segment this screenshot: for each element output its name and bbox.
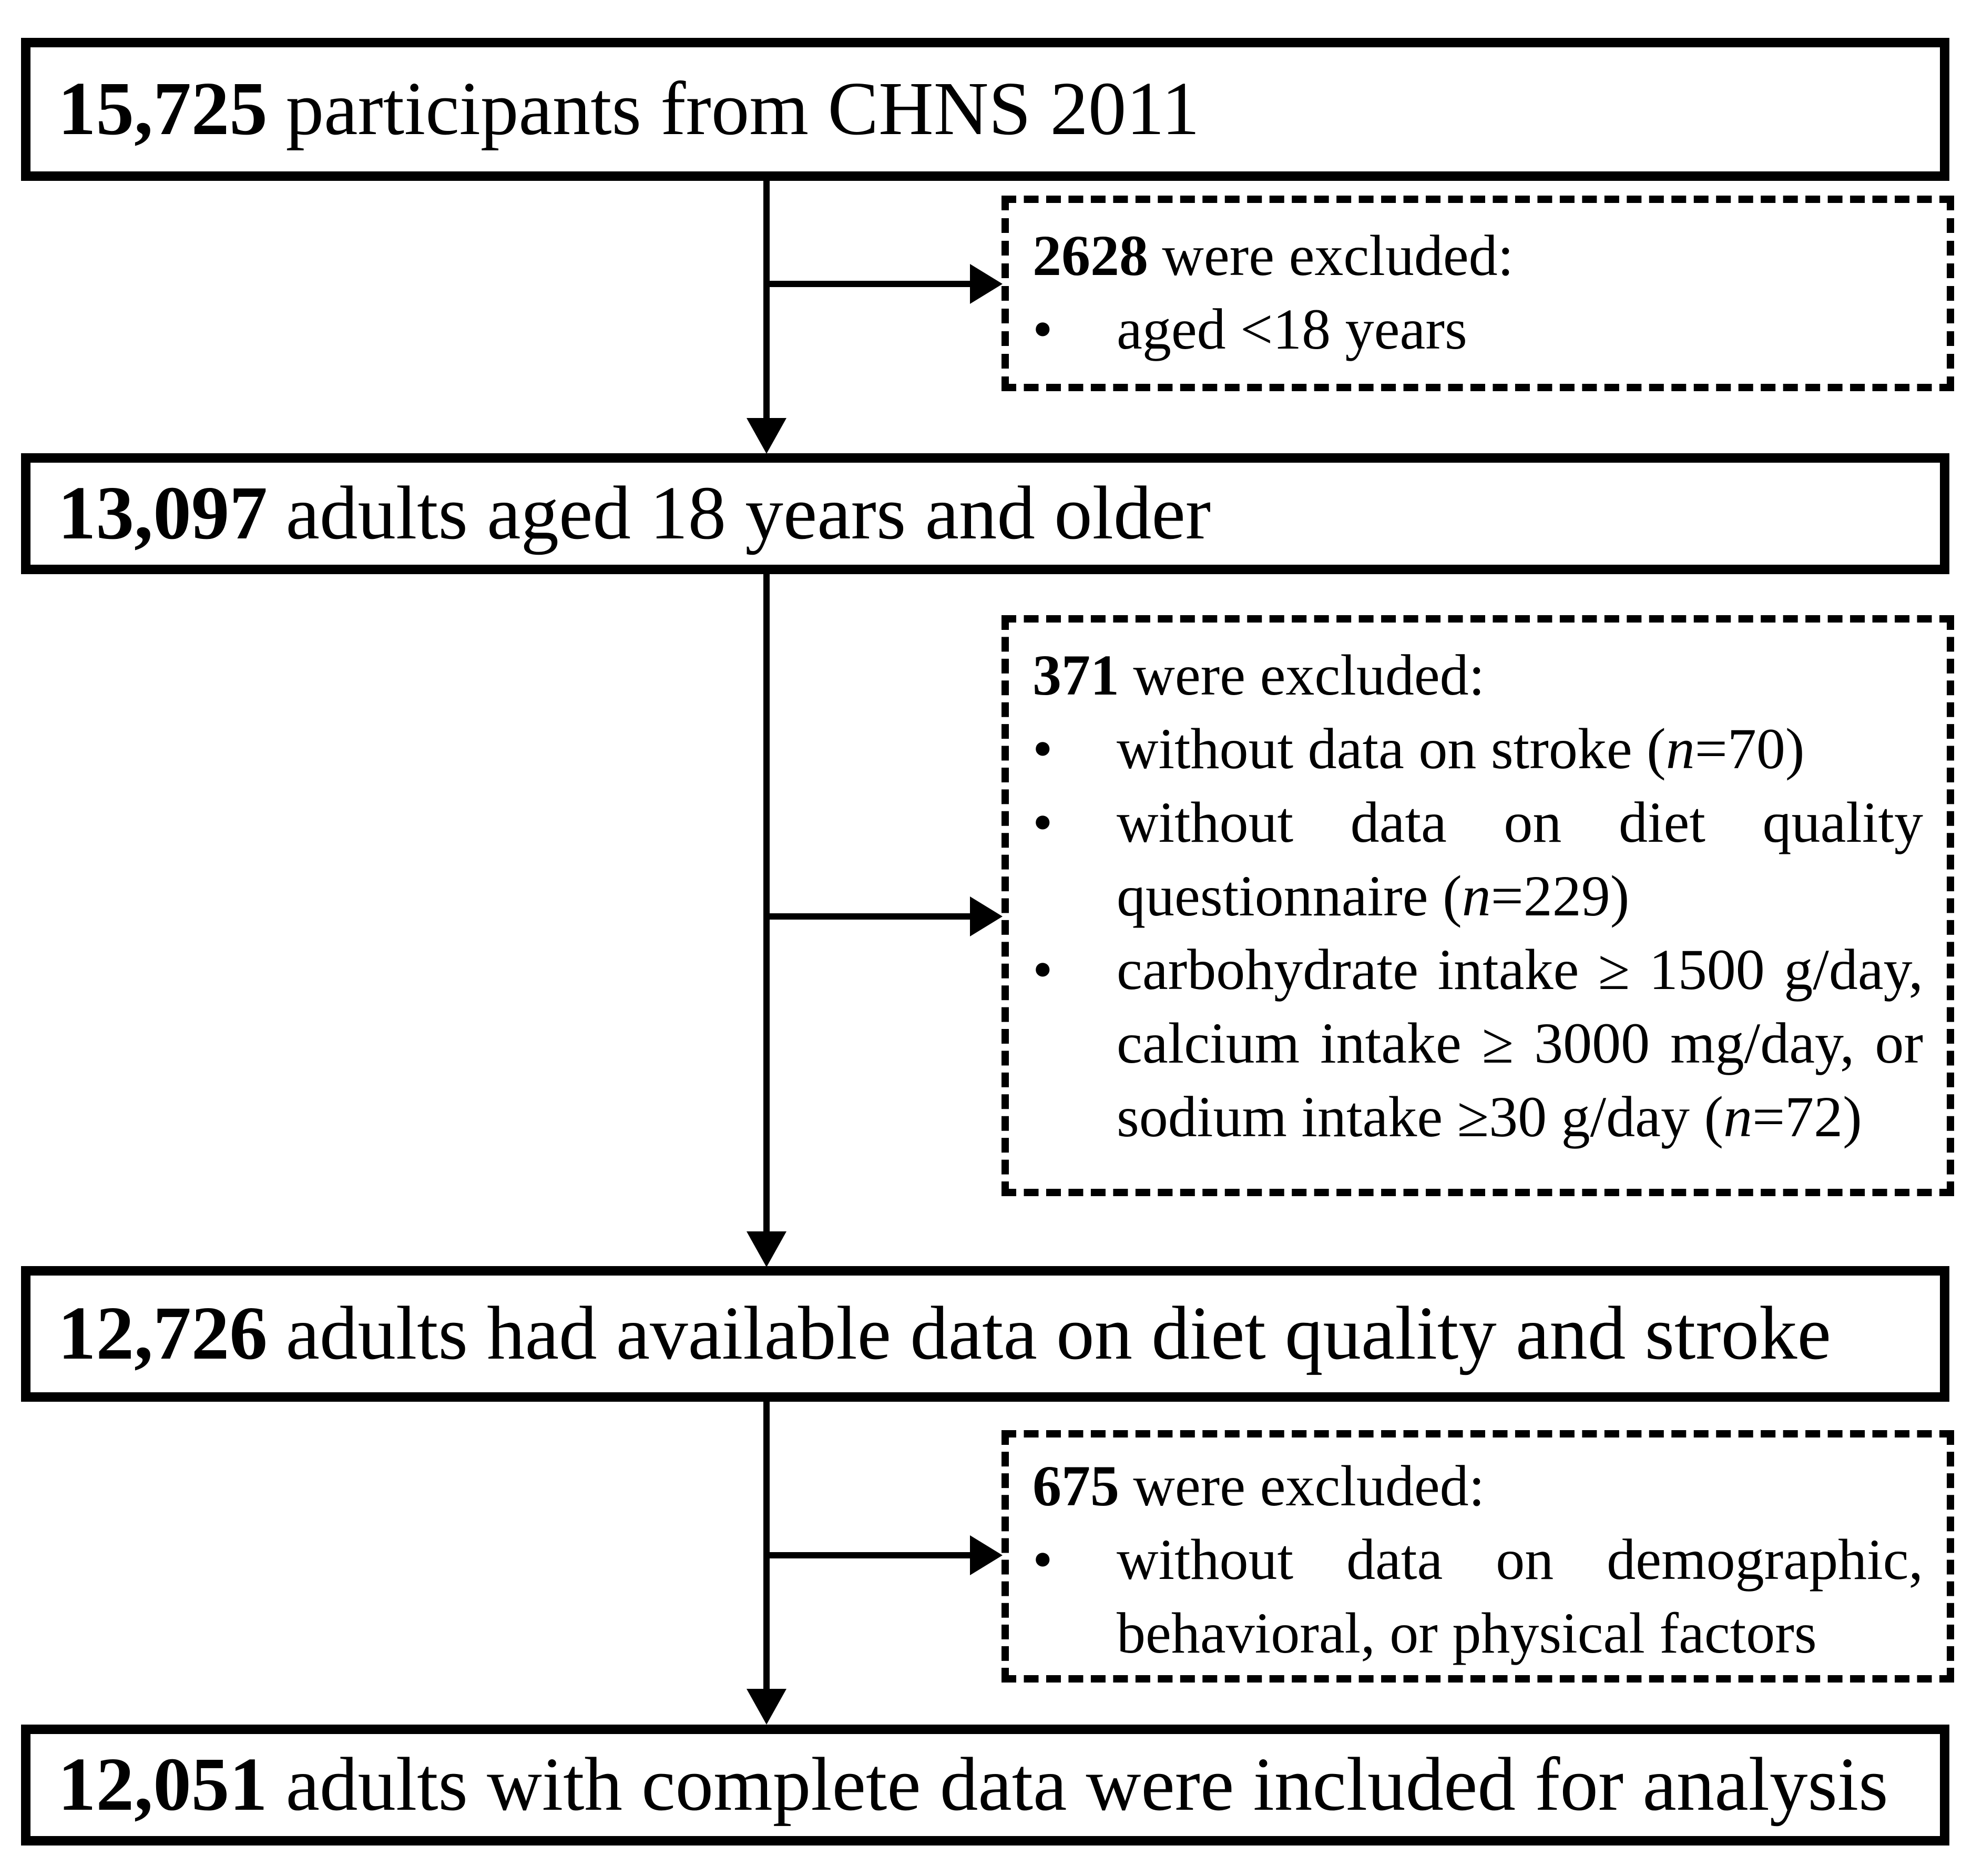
cohort-count: 15,725: [58, 67, 268, 151]
exclusion-item: • aged <18 years: [1033, 292, 1923, 366]
n-rest: =229): [1490, 864, 1630, 928]
arrowhead-down-icon-2: [747, 1231, 786, 1267]
exclusion-item: • without data on diet quality questionn…: [1033, 786, 1923, 933]
exclusion-count: 2628: [1033, 223, 1148, 288]
flow-line-down-2: [763, 574, 770, 1231]
exclusion-title-row: 675 were excluded:: [1033, 1449, 1923, 1523]
flow-line-right-2: [767, 913, 972, 920]
exclusion-count: 371: [1033, 643, 1119, 707]
cohort-count: 13,097: [58, 471, 268, 556]
cohort-count: 12,726: [58, 1291, 268, 1376]
exclusion-item-body: without data on diet quality questionnai…: [1117, 790, 1923, 928]
exclusion-item-text: without data on demographic, behavioral,…: [1117, 1523, 1923, 1670]
exclusion-item: • without data on stroke (n=70): [1033, 712, 1923, 786]
bullet-icon: •: [1033, 937, 1053, 1002]
exclusion-item-text: carbohydrate intake ≥ 1500 g/day, calciu…: [1117, 933, 1923, 1154]
exclusion-box-under-18: 2628 were excluded: • aged <18 years: [1002, 196, 1954, 391]
exclusion-item-body: without data on demographic, behavioral,…: [1117, 1527, 1923, 1665]
arrowhead-right-icon-3: [970, 1535, 1003, 1575]
n-var: n: [1462, 864, 1491, 928]
exclusion-box-missing-factors: 675 were excluded: • without data on demo…: [1002, 1430, 1954, 1683]
exclusion-title: were excluded:: [1133, 1454, 1485, 1518]
flow-line-down-1: [763, 181, 770, 418]
cohort-label: adults with complete data were included …: [285, 1742, 1888, 1827]
n-open: (: [1647, 717, 1666, 781]
flow-line-right-1: [767, 281, 972, 287]
exclusion-item-text: without data on stroke (n=70): [1117, 712, 1923, 786]
cohort-box-participants: 15,725 participants from CHNS 2011: [21, 38, 1949, 181]
exclusion-item-text: aged <18 years: [1117, 292, 1923, 366]
arrowhead-down-icon-1: [747, 418, 786, 454]
bullet-icon: •: [1033, 297, 1053, 361]
arrowhead-right-icon-2: [970, 896, 1003, 936]
n-open: (: [1443, 864, 1462, 928]
arrowhead-right-icon-1: [970, 264, 1003, 304]
exclusion-count: 675: [1033, 1454, 1119, 1518]
exclusion-title-row: 371 were excluded:: [1033, 638, 1923, 712]
bullet-icon: •: [1033, 717, 1053, 781]
exclusion-item: • carbohydrate intake ≥ 1500 g/day, calc…: [1033, 933, 1923, 1154]
n-rest: =70): [1694, 717, 1805, 781]
exclusion-item: • without data on demographic, behaviora…: [1033, 1523, 1923, 1670]
cohort-box-analysis: 12,051 adults with complete data were inc…: [21, 1725, 1949, 1846]
cohort-count: 12,051: [58, 1742, 268, 1827]
cohort-box-adults: 13,097 adults aged 18 years and older: [21, 453, 1949, 574]
exclusion-title: were excluded:: [1162, 223, 1514, 288]
cohort-label: participants from CHNS 2011: [285, 67, 1200, 151]
n-var: n: [1665, 717, 1695, 781]
exclusion-box-missing-data: 371 were excluded: • without data on stro…: [1002, 615, 1954, 1196]
cohort-label: adults had available data on diet qualit…: [285, 1291, 1831, 1376]
exclusion-title: were excluded:: [1133, 643, 1485, 707]
exclusion-title-row: 2628 were excluded:: [1033, 219, 1923, 292]
bullet-icon: •: [1033, 790, 1053, 854]
n-rest: =72): [1752, 1085, 1862, 1149]
flow-line-down-3: [763, 1402, 770, 1689]
bullet-icon: •: [1033, 1527, 1053, 1592]
flow-line-right-3: [767, 1552, 972, 1558]
arrowhead-down-icon-3: [747, 1689, 786, 1725]
exclusion-item-text: without data on diet quality questionnai…: [1117, 786, 1923, 933]
exclusion-item-body: aged <18 years: [1117, 297, 1467, 361]
exclusion-item-body: without data on stroke: [1117, 717, 1647, 781]
n-open: (: [1704, 1085, 1724, 1149]
cohort-label: adults aged 18 years and older: [285, 471, 1211, 556]
n-var: n: [1723, 1085, 1753, 1149]
exclusion-item-body: carbohydrate intake ≥ 1500 g/day, calciu…: [1117, 937, 1923, 1149]
cohort-box-available-data: 12,726 adults had available data on diet …: [21, 1266, 1949, 1402]
